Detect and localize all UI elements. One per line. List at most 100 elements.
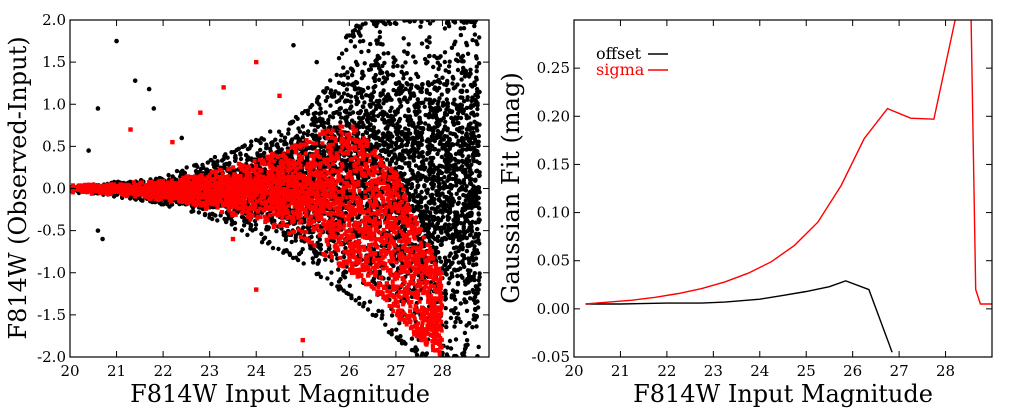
- scatter-point-black: [180, 168, 185, 173]
- scatter-point-black: [166, 172, 171, 178]
- scatter-point-black: [453, 151, 459, 157]
- scatter-point-black: [341, 254, 347, 260]
- scatter-point-black: [258, 153, 263, 158]
- scatter-point-black: [405, 99, 410, 105]
- scatter-point-black: [431, 174, 436, 180]
- scatter-point-black: [389, 313, 395, 318]
- scatter-point-black: [344, 165, 349, 171]
- scatter-point-black: [464, 308, 470, 313]
- scatter-point-black: [377, 35, 382, 40]
- scatter-point-black: [224, 219, 229, 225]
- scatter-point-black: [315, 97, 320, 102]
- scatter-point-black: [227, 161, 232, 166]
- scatter-point-black: [238, 156, 244, 162]
- scatter-point-black: [370, 312, 375, 318]
- scatter-point-black: [348, 94, 354, 99]
- scatter-point-black: [423, 222, 428, 227]
- scatter-point-black: [461, 26, 467, 31]
- scatter-point-black: [459, 149, 464, 154]
- scatter-point-black: [455, 179, 460, 184]
- scatter-point-black: [402, 49, 407, 54]
- scatter-point-black: [328, 78, 333, 83]
- scatter-point-black: [427, 40, 432, 45]
- scatter-point-black: [289, 239, 294, 245]
- scatter-point-black: [363, 177, 368, 183]
- scatter-point-black: [300, 135, 305, 140]
- scatter-point-black: [326, 246, 332, 252]
- scatter-point-black: [464, 88, 470, 94]
- scatter-point-black: [393, 161, 399, 166]
- scatter-point-black: [276, 129, 282, 134]
- scatter-point-black: [455, 311, 461, 316]
- scatter-point-black: [449, 109, 454, 115]
- scatter-point-black: [401, 148, 406, 153]
- scatter-point-black: [464, 20, 469, 25]
- scatter-point-black: [394, 92, 399, 97]
- scatter-point-black: [279, 133, 284, 138]
- scatter-point-black: [385, 114, 391, 119]
- scatter-point-black: [474, 86, 480, 92]
- scatter-point-black: [462, 206, 468, 211]
- scatter-point-black: [444, 134, 450, 139]
- scatter-point-black: [455, 82, 460, 87]
- scatter-point-black: [212, 154, 218, 160]
- scatter-point-black: [451, 245, 457, 251]
- scatter-point-black: [472, 244, 477, 249]
- scatter-point-black: [415, 97, 420, 102]
- scatter-point-black: [474, 69, 479, 74]
- scatter-point-black: [357, 295, 362, 301]
- scatter-point-black: [363, 21, 368, 26]
- scatter-point-black: [419, 100, 424, 106]
- scatter-point-black: [309, 132, 315, 138]
- scatter-point-black: [371, 85, 376, 90]
- scatter-point-black: [458, 95, 463, 100]
- scatter-point-black: [461, 83, 466, 88]
- scatter-point-black: [474, 194, 479, 199]
- scatter-point-black: [354, 96, 359, 101]
- scatter-point-black: [415, 85, 421, 91]
- scatter-point-black: [322, 125, 327, 130]
- scatter-point-black: [418, 24, 423, 29]
- scatter-point-black: [394, 81, 399, 87]
- scatter-point-black: [375, 113, 381, 119]
- scatter-point-black: [385, 148, 390, 153]
- scatter-point-black: [465, 51, 471, 56]
- scatter-point-black: [389, 72, 395, 77]
- scatter-point-black: [463, 70, 468, 76]
- scatter-point-black: [459, 55, 464, 60]
- scatter-point-black: [403, 126, 408, 131]
- scatter-point-black: [453, 337, 459, 342]
- scatter-point-black: [440, 75, 445, 80]
- scatter-point-black: [467, 71, 473, 76]
- scatter-point-black: [362, 100, 367, 105]
- scatter-point-black: [462, 330, 468, 336]
- scatter-point-black: [339, 94, 345, 100]
- scatter-point-black: [349, 73, 355, 78]
- scatter-point-black: [417, 115, 422, 120]
- scatter-point-black: [438, 132, 443, 137]
- scatter-point-black: [427, 125, 433, 130]
- scatter-point-black: [474, 248, 480, 253]
- scatter-point-black: [438, 54, 443, 59]
- scatter-point-black: [371, 89, 377, 95]
- scatter-point-black: [468, 131, 474, 137]
- scatter-point-black: [413, 207, 419, 212]
- scatter-point-black: [426, 235, 431, 240]
- scatter-point-black: [438, 218, 444, 223]
- scatter-point-black: [245, 232, 250, 238]
- scatter-point-black: [448, 153, 453, 158]
- scatter-point-black: [462, 297, 467, 302]
- scatter-point-black: [293, 238, 298, 243]
- scatter-point-black: [449, 293, 455, 298]
- scatter-point-black: [384, 70, 390, 75]
- scatter-point-black: [471, 262, 476, 268]
- scatter-point-black: [465, 268, 471, 273]
- scatter-point-black: [455, 166, 460, 171]
- scatter-point-black: [371, 125, 377, 130]
- scatter-point-black: [437, 107, 443, 112]
- scatter-point-black: [345, 75, 351, 80]
- scatter-point-black: [408, 76, 413, 82]
- scatter-point-black: [462, 290, 468, 296]
- scatter-point-black: [450, 176, 455, 182]
